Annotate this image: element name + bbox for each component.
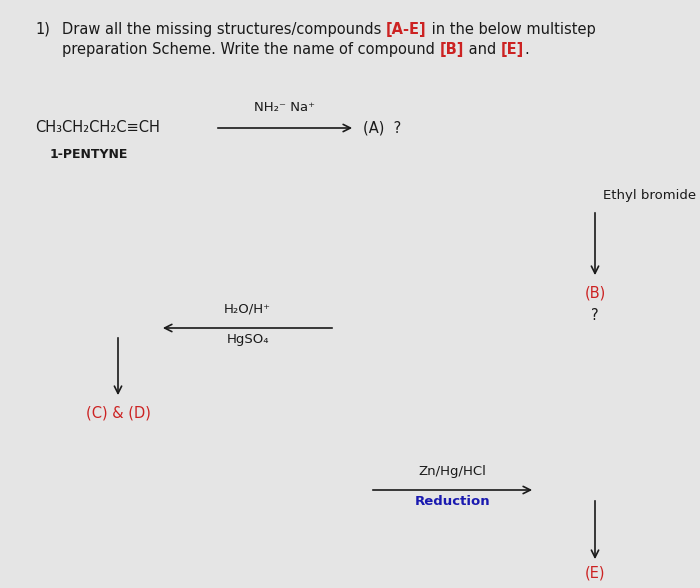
Text: (A)  ?: (A) ?	[363, 121, 401, 135]
Text: HgSO₄: HgSO₄	[226, 333, 269, 346]
Text: [B]: [B]	[440, 42, 464, 57]
Text: in the below multistep: in the below multistep	[426, 22, 596, 37]
Text: Zn/Hg/HCl: Zn/Hg/HCl	[419, 465, 486, 478]
Text: [E]: [E]	[500, 42, 524, 57]
Text: [A-E]: [A-E]	[386, 22, 426, 37]
Text: (E): (E)	[584, 566, 606, 581]
Text: .: .	[524, 42, 528, 57]
Text: and: and	[464, 42, 500, 57]
Text: 1-PENTYNE: 1-PENTYNE	[50, 148, 128, 161]
Text: (C) & (D): (C) & (D)	[85, 406, 150, 421]
Text: H₂O/H⁺: H₂O/H⁺	[224, 303, 271, 316]
Text: (B): (B)	[584, 285, 606, 300]
Text: CH₃CH₂CH₂C≡CH: CH₃CH₂CH₂C≡CH	[35, 121, 160, 135]
Text: NH₂⁻ Na⁺: NH₂⁻ Na⁺	[255, 101, 316, 114]
Text: Reduction: Reduction	[414, 495, 490, 508]
Text: 1): 1)	[35, 22, 50, 37]
Text: Draw all the missing structures/compounds: Draw all the missing structures/compound…	[62, 22, 386, 37]
Text: Ethyl bromide: Ethyl bromide	[603, 189, 696, 202]
Text: preparation Scheme. Write the name of compound: preparation Scheme. Write the name of co…	[62, 42, 440, 57]
Text: ?: ?	[592, 308, 598, 323]
